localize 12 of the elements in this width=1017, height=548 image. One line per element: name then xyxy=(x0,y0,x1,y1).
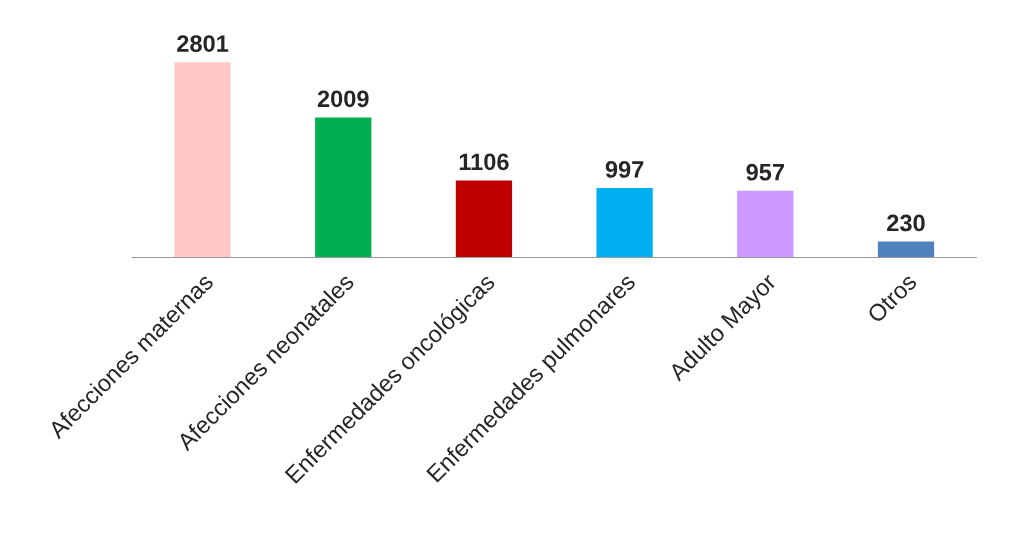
data-label: 230 xyxy=(887,214,925,232)
bar xyxy=(455,180,513,258)
bar xyxy=(596,188,653,258)
data-label: 1106 xyxy=(459,153,509,171)
data-label: 997 xyxy=(605,161,644,178)
data-label: 2009 xyxy=(317,90,369,108)
bar xyxy=(315,117,372,258)
data-label: 2801 xyxy=(177,35,229,52)
bar xyxy=(877,241,935,258)
bar xyxy=(737,190,794,258)
bar xyxy=(174,62,231,258)
data-label: 957 xyxy=(746,163,784,181)
